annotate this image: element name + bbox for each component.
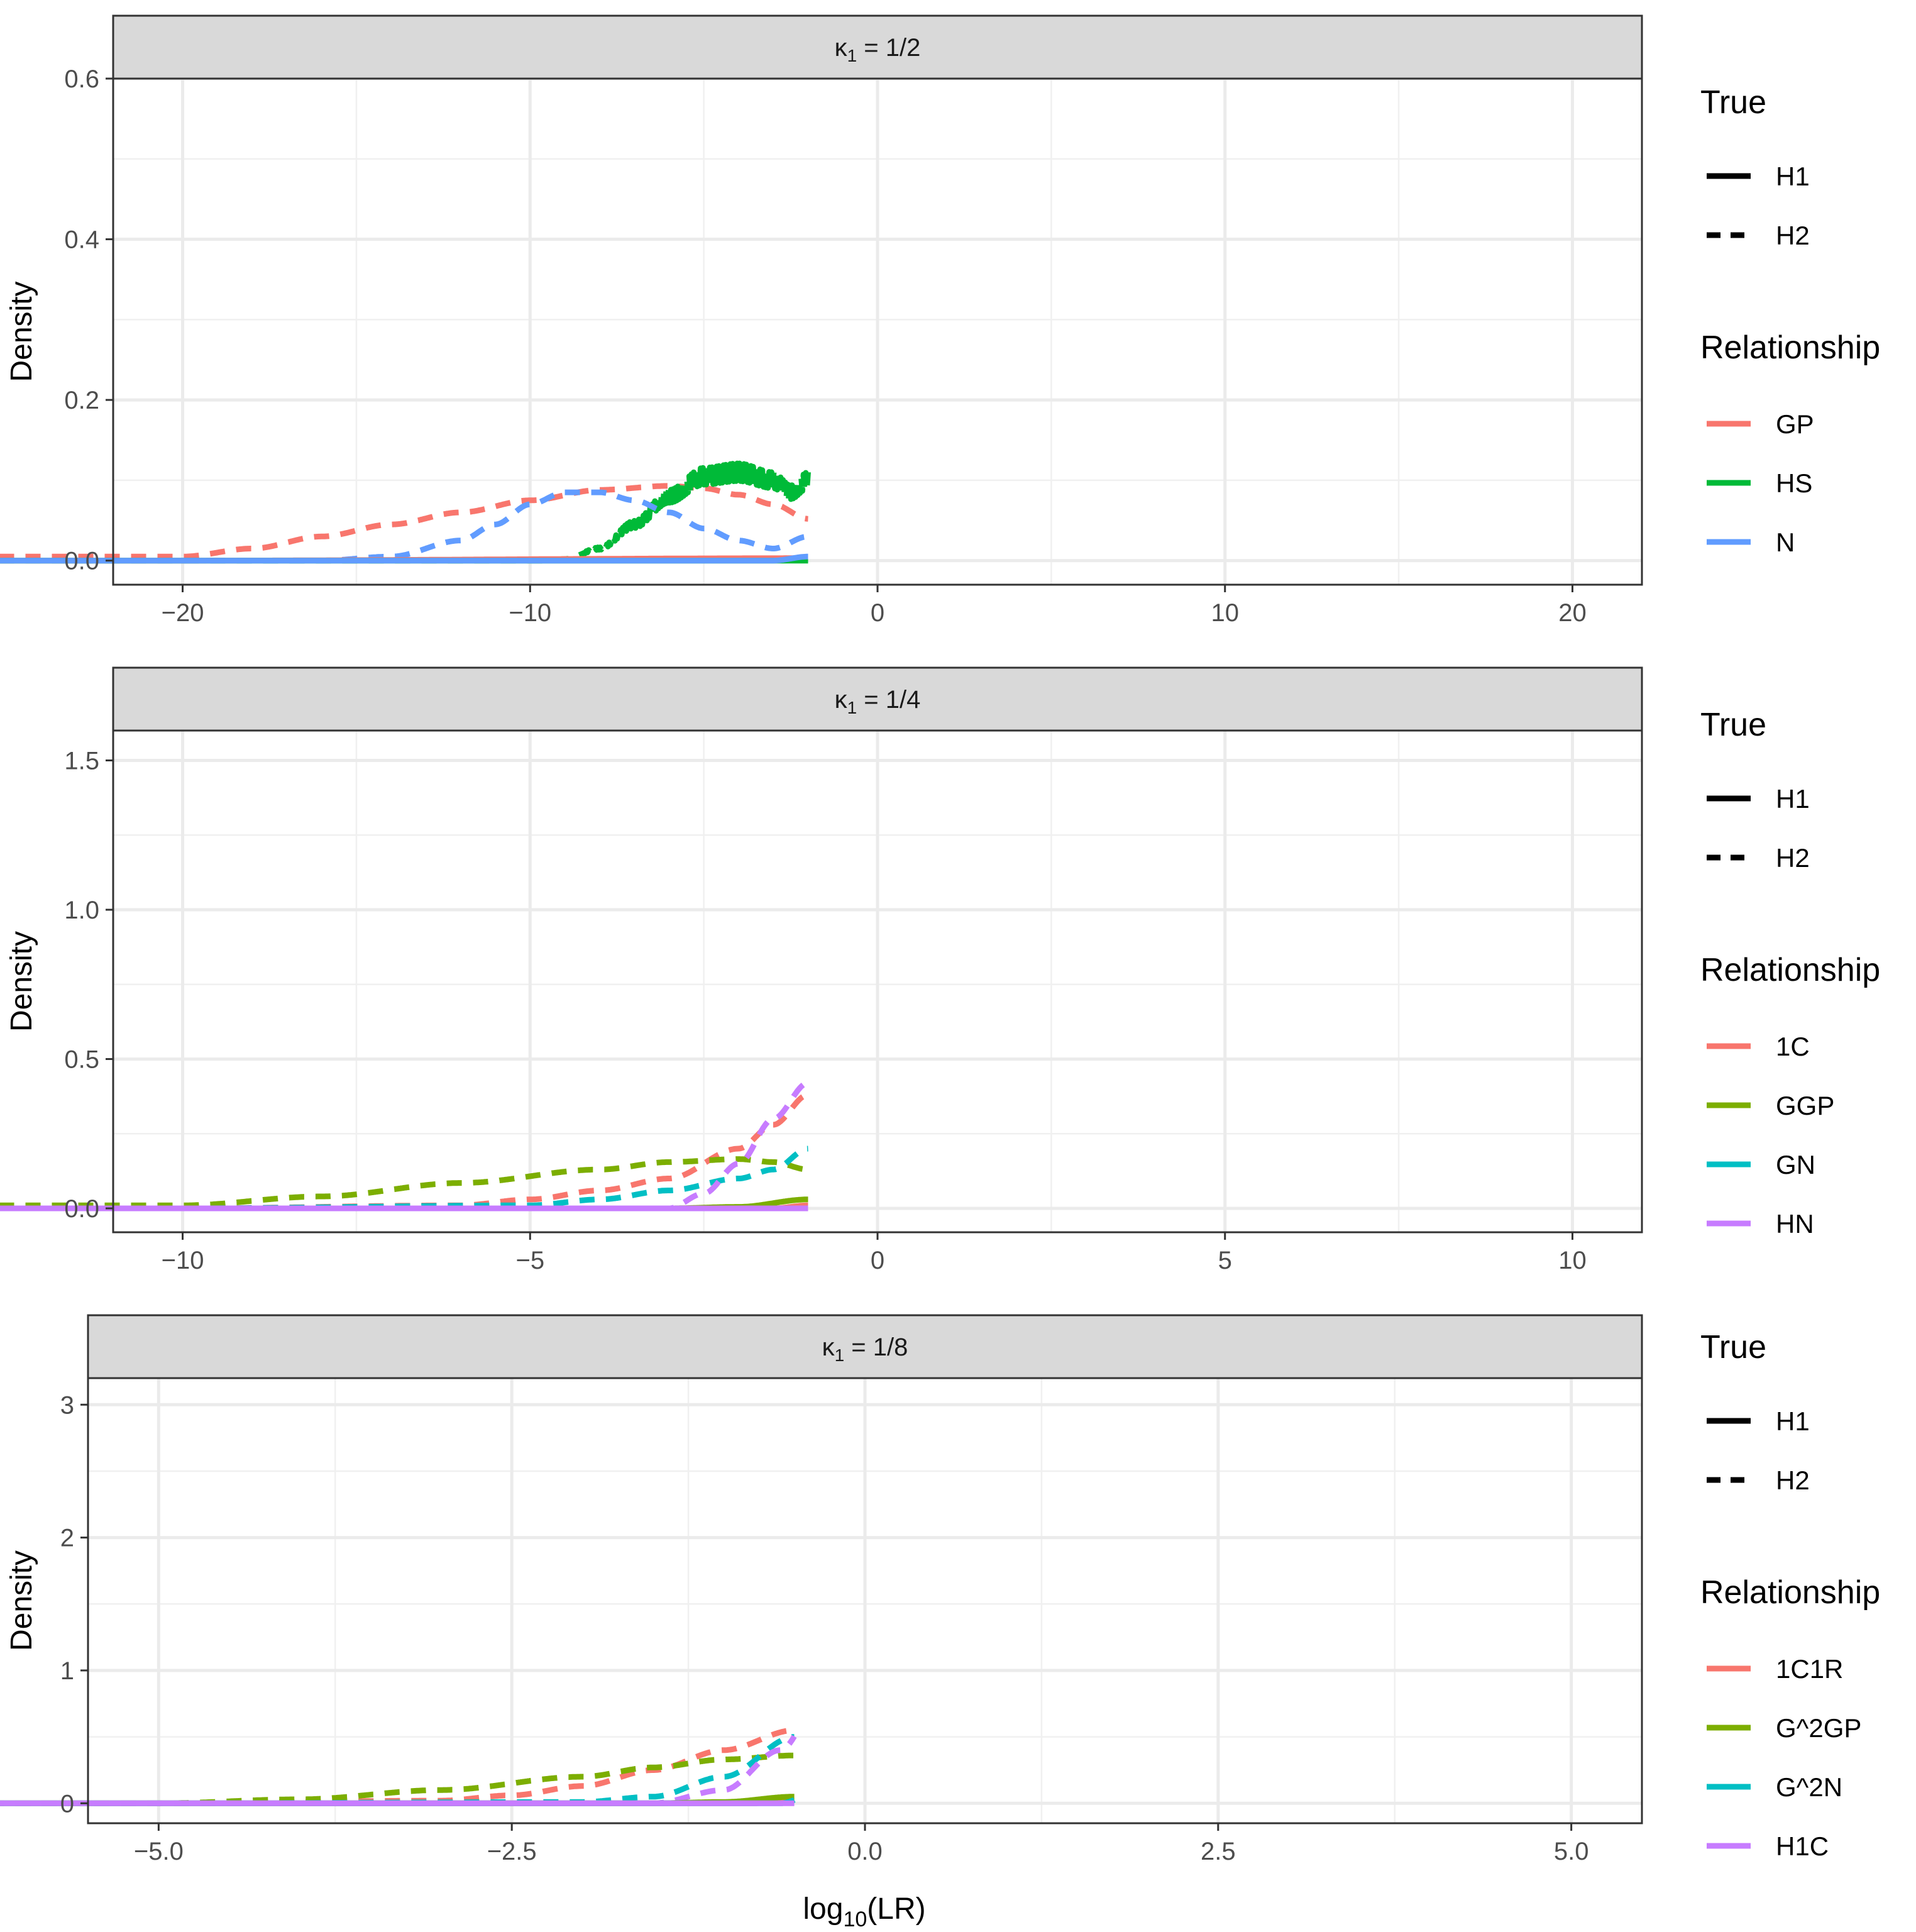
y-tick-label: 3 [60,1391,74,1419]
x-axis-title-subscript: 10 [843,1907,867,1931]
x-tick-label: −10 [509,599,551,627]
strip-subscript: 1 [847,46,857,65]
x-tick-label: 0 [871,1247,884,1274]
x-tick-label: −10 [162,1247,204,1274]
legend-title-relationship: Relationship [1700,952,1880,988]
x-tick-label: 5.0 [1554,1838,1589,1865]
x-tick-label: 2.5 [1201,1838,1236,1865]
facet-strip-label: κ1 = 1/4 [835,686,921,717]
strip-subscript: 1 [835,1345,845,1365]
legend-label-relationship: N [1776,527,1795,557]
legend: True H1 H2 Relationship 1C GGP GN HN [1700,707,1880,1239]
strip-symbol: κ [822,1333,835,1361]
y-tick-label: 1 [60,1657,74,1685]
panel-3: κ1 = 1/8−5.0 −2.5 0.0 2.5 5.00123DensityTrue… [0,1314,1880,1865]
facet-strip-label: κ1 = 1/2 [835,34,921,65]
legend-label-relationship: G^2GP [1776,1713,1861,1743]
y-tick-label: 0.2 [64,387,99,414]
strip-subscript: 1 [847,698,857,717]
legend-label-relationship: HS [1776,468,1812,498]
legend-label-relationship: 1C1R [1776,1654,1843,1684]
legend-label-h1: H1 [1776,162,1810,191]
legend-label-h2: H2 [1776,1466,1810,1495]
strip-value: = 1/2 [857,34,920,62]
facet-strip [112,666,1643,732]
y-tick-label: 0.4 [64,226,99,254]
legend: True H1 H2 Relationship 1C1R G^2GP G^2N H1C [1700,1329,1880,1861]
y-axis-title: Density [5,281,38,382]
legend-label-relationship: HN [1776,1209,1814,1239]
strip-symbol: κ [835,686,848,714]
legend-title-relationship: Relationship [1700,1574,1880,1611]
legend: True H1 H2 Relationship GP HS N [1700,84,1880,557]
x-tick-label: 10 [1211,599,1239,627]
y-tick-label: 0 [60,1790,74,1818]
strip-value: = 1/4 [857,686,920,714]
x-tick-label: −20 [162,599,204,627]
legend-label-h1: H1 [1776,1406,1810,1436]
legend-label-relationship: GP [1776,409,1814,439]
x-tick-label: 10 [1558,1247,1587,1274]
x-axis-title: log10(LR) [803,1892,925,1931]
x-tick-label: 5 [1218,1247,1232,1274]
y-tick-label: 0.5 [64,1046,99,1074]
legend-label-h2: H2 [1776,221,1810,250]
facet-strip [112,14,1643,80]
y-tick-label: 2 [60,1525,74,1552]
y-tick-label: 1.5 [64,748,99,775]
x-tick-label: −5 [515,1247,544,1274]
x-tick-label: −2.5 [487,1838,537,1865]
legend-label-h2: H2 [1776,843,1810,873]
y-tick-label: 0.0 [64,548,99,575]
y-tick-label: 0.6 [64,65,99,93]
legend-label-relationship: 1C [1776,1032,1810,1061]
strip-value: = 1/8 [844,1333,908,1361]
panel-1: κ1 = 1/2 −20 −10 0 10 20 0.0 0.2 0.4 0.6 Density Tr… [0,14,1880,627]
strip-symbol: κ [835,34,848,62]
legend-title-true: True [1700,84,1766,121]
y-tick-label: 1.0 [64,897,99,924]
legend-label-h1: H1 [1776,784,1810,814]
legend-label-relationship: GGP [1776,1091,1834,1120]
y-axis-title: Density [5,1550,38,1651]
y-tick-label: 0.0 [64,1195,99,1223]
panels: κ1 = 1/2−20 −10 0 10 200.00.20.40.6DensityTr… [0,14,1880,1865]
legend-label-relationship: GN [1776,1150,1815,1179]
facet-strip [87,1314,1643,1379]
x-tick-label: 0.0 [847,1838,883,1865]
panel-2: κ1 = 1/4 −10 −5 0 5 10 0.0 0.5 1.0 1.5 Density True… [0,666,1880,1274]
x-tick-label: 0 [871,599,884,627]
x-tick-label: −5.0 [134,1838,184,1865]
x-tick-label: 20 [1558,599,1587,627]
legend-title-true: True [1700,707,1766,743]
legend-title-relationship: Relationship [1700,329,1880,366]
legend-label-relationship: G^2N [1776,1772,1842,1802]
legend-label-relationship: H1C [1776,1831,1829,1861]
y-axis-title: Density [5,931,38,1032]
legend-title-true: True [1700,1329,1766,1366]
facet-strip-label: κ1 = 1/8 [822,1333,908,1365]
